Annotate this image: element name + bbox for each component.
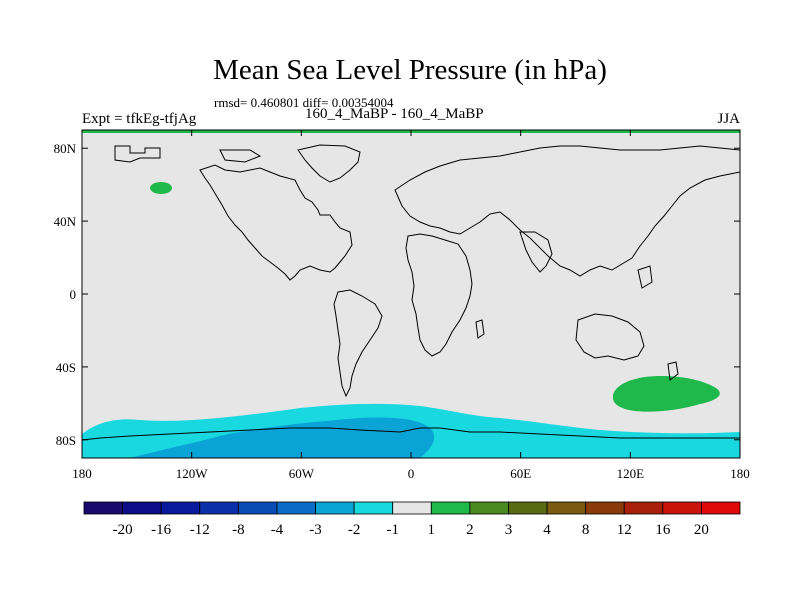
anomaly-region-north-pacific-green bbox=[150, 182, 172, 194]
colorbar-swatch bbox=[508, 501, 548, 515]
colorbar-label: 12 bbox=[617, 522, 632, 538]
colorbar-label: -16 bbox=[151, 522, 171, 538]
chart-title: Mean Sea Level Pressure (in hPa) bbox=[213, 54, 607, 86]
colorbar-label: 8 bbox=[582, 522, 590, 538]
anomaly-region-antarctic-blue bbox=[130, 417, 435, 458]
colorbar-swatch bbox=[276, 501, 316, 515]
colorbar-swatch bbox=[662, 501, 702, 515]
colorbar-swatch bbox=[315, 501, 355, 515]
colorbar-label: 4 bbox=[543, 522, 551, 538]
y-tick-label: 80N bbox=[54, 141, 77, 156]
colorbar-label: -8 bbox=[232, 522, 245, 538]
colorbar-swatch bbox=[122, 501, 162, 515]
colorbar-label: -12 bbox=[190, 522, 210, 538]
anomaly-fills bbox=[82, 182, 740, 458]
x-tick-label: 120E bbox=[617, 466, 645, 481]
colorbar-swatch bbox=[585, 501, 625, 515]
colorbar-swatch bbox=[83, 501, 123, 515]
colorbar-swatch bbox=[237, 501, 278, 515]
colorbar-swatch bbox=[623, 501, 664, 515]
colorbar-swatch bbox=[392, 501, 432, 515]
experiment-label: Expt = tfkEg-tfjAg bbox=[82, 111, 197, 127]
coastline-africa bbox=[405, 233, 473, 357]
colorbar-swatch bbox=[546, 501, 587, 515]
coastline-madagascar bbox=[475, 319, 485, 339]
coastline-greenland bbox=[297, 144, 361, 183]
coastline-south-america bbox=[333, 289, 383, 398]
colorbar-swatch bbox=[430, 501, 471, 515]
colorbar-label: 20 bbox=[694, 522, 709, 538]
colorbar: -20 -16 -12 -8 -4 -3 -2 -1 1 2 3 4 8 12 16 20 bbox=[83, 501, 741, 538]
x-tick-label: 0 bbox=[408, 466, 415, 481]
coastline-arctic-islands bbox=[114, 145, 262, 163]
colorbar-label: 2 bbox=[466, 522, 474, 538]
comparison-label: 160_4_MaBP - 160_4_MaBP bbox=[305, 106, 484, 122]
coastline-antarctica bbox=[82, 427, 740, 441]
colorbar-label: 1 bbox=[428, 522, 436, 538]
anomaly-region-south-indian-green bbox=[612, 376, 720, 412]
x-tick-label: 60W bbox=[289, 466, 315, 481]
stats-label: rmsd= 0.460801 diff= 0.00354004 bbox=[214, 95, 394, 110]
colorbar-label: -3 bbox=[309, 522, 322, 538]
colorbar-label: 3 bbox=[505, 522, 513, 538]
y-tick-label: 40S bbox=[56, 360, 76, 375]
colorbar-swatch bbox=[160, 501, 201, 515]
colorbar-label: -20 bbox=[113, 522, 133, 538]
colorbar-swatch bbox=[469, 501, 509, 515]
coastline-north-america bbox=[199, 164, 353, 281]
x-tick-label: 120W bbox=[176, 466, 209, 481]
x-tick-label: 60E bbox=[510, 466, 531, 481]
x-tick-label: 180 bbox=[72, 466, 92, 481]
colorbar-swatch bbox=[701, 501, 741, 515]
colorbar-swatch bbox=[353, 501, 394, 515]
colorbar-label: -1 bbox=[386, 522, 399, 538]
colorbar-swatch bbox=[199, 501, 239, 515]
coastline-new-zealand bbox=[667, 361, 679, 381]
season-label: JJA bbox=[717, 111, 740, 127]
y-tick-label: 80S bbox=[56, 433, 76, 448]
x-tick-label: 180 bbox=[730, 466, 750, 481]
colorbar-label: -4 bbox=[271, 522, 284, 538]
map-plot-area bbox=[81, 129, 741, 459]
coastline-australia bbox=[575, 313, 645, 361]
coastline-japan bbox=[637, 265, 653, 289]
coastline-india bbox=[519, 231, 553, 273]
colorbar-label: 16 bbox=[655, 522, 671, 538]
y-tick-label: 40N bbox=[54, 214, 77, 229]
coastline-eurasia bbox=[394, 145, 740, 277]
axes: 180 120W 60W 0 60E 120E 180 80N 40N 0 40S 80S bbox=[54, 130, 750, 481]
coastlines bbox=[82, 144, 740, 441]
colorbar-label: -2 bbox=[348, 522, 361, 538]
y-tick-label: 0 bbox=[70, 287, 77, 302]
